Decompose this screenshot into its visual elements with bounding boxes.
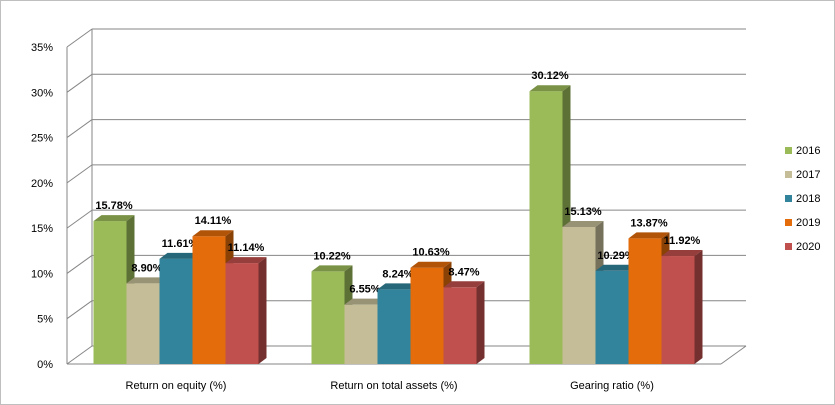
bar-top-2018-1 — [377, 283, 419, 290]
data-label: 11.92% — [664, 235, 701, 247]
data-label: 10.29% — [597, 250, 635, 262]
bar-2020-0 — [225, 263, 259, 364]
y-tick-label: 30% — [31, 87, 53, 99]
bar-2019-2 — [628, 238, 662, 364]
data-label: 11.61% — [162, 238, 199, 250]
bar-top-2018-0 — [159, 252, 201, 259]
bar-2019-0 — [192, 236, 226, 364]
y-tick-label: 25% — [31, 133, 53, 145]
bar-side-2020-2 — [694, 250, 703, 364]
bar-2017-1 — [344, 304, 378, 364]
data-label: 10.63% — [412, 247, 450, 259]
x-category-label: Return on total assets (%) — [330, 380, 457, 392]
gridline-depth — [66, 345, 93, 365]
y-tick-label: 10% — [31, 268, 53, 280]
bar-top-2020-2 — [661, 250, 703, 257]
bar-top-2019-0 — [192, 230, 234, 237]
legend-label-2017: 2017 — [796, 169, 820, 181]
legend-swatch-2016 — [785, 147, 792, 154]
bar-top-2020-1 — [443, 281, 485, 288]
legend-swatch-2020 — [785, 243, 792, 250]
bar-2017-0 — [126, 283, 160, 364]
y-tick-label: 5% — [37, 314, 53, 326]
gridline-depth — [66, 119, 93, 138]
bar-2020-2 — [661, 256, 695, 364]
data-label: 14.11% — [195, 215, 232, 227]
bar-2018-0 — [159, 258, 193, 364]
data-label: 8.90% — [131, 262, 162, 274]
gridline-depth — [66, 164, 93, 184]
bar-top-2016-1 — [311, 265, 353, 272]
bar-2016-2 — [529, 91, 563, 365]
bar-top-2016-2 — [529, 85, 571, 92]
data-label: 13.87% — [630, 217, 668, 229]
gridline-depth — [66, 28, 93, 48]
data-label: 30.12% — [531, 70, 569, 82]
legend-label-2019: 2019 — [796, 217, 820, 229]
bar-2016-1 — [311, 271, 345, 364]
y-tick-label: 15% — [31, 223, 53, 235]
gridline-depth — [66, 209, 93, 229]
bar-2018-2 — [595, 270, 629, 364]
legend-swatch-2018 — [785, 195, 792, 202]
bar-top-2019-2 — [628, 232, 670, 239]
x-category-label: Gearing ratio (%) — [570, 380, 654, 392]
gridline-depth — [66, 300, 93, 320]
bar-2020-1 — [443, 287, 477, 364]
bar-2017-2 — [562, 226, 596, 364]
bar-top-2018-2 — [595, 264, 637, 271]
bar-top-2016-0 — [93, 215, 135, 222]
floor-edge — [720, 345, 747, 365]
gridline-depth — [66, 255, 93, 274]
data-label: 8.47% — [448, 266, 479, 278]
legend-label-2020: 2020 — [796, 241, 820, 253]
y-tick-label: 20% — [31, 178, 53, 190]
legend-swatch-2019 — [785, 219, 792, 226]
data-label: 6.55% — [349, 284, 380, 296]
bar-side-2020-1 — [476, 281, 485, 364]
y-tick-label: 35% — [31, 42, 53, 54]
bar-top-2017-0 — [126, 277, 168, 284]
bar-top-2020-0 — [225, 257, 267, 264]
bar-side-2020-0 — [258, 257, 267, 364]
legend-label-2018: 2018 — [796, 193, 820, 205]
data-label: 10.22% — [313, 250, 351, 262]
bar-2016-0 — [93, 221, 127, 364]
legend-swatch-2017 — [785, 171, 792, 178]
data-label: 8.24% — [382, 268, 413, 280]
bar-top-2017-2 — [562, 220, 604, 227]
data-label: 11.14% — [228, 242, 265, 254]
x-category-label: Return on equity (%) — [126, 380, 227, 392]
bar-top-2017-1 — [344, 298, 386, 305]
bar-2019-1 — [410, 267, 444, 364]
bar-2018-1 — [377, 289, 411, 364]
bar-top-2019-1 — [410, 261, 452, 268]
gridline-depth — [66, 73, 93, 93]
data-label: 15.78% — [95, 200, 133, 212]
data-label: 15.13% — [564, 206, 602, 218]
legend-label-2016: 2016 — [796, 145, 820, 157]
y-tick-label: 0% — [37, 359, 53, 371]
